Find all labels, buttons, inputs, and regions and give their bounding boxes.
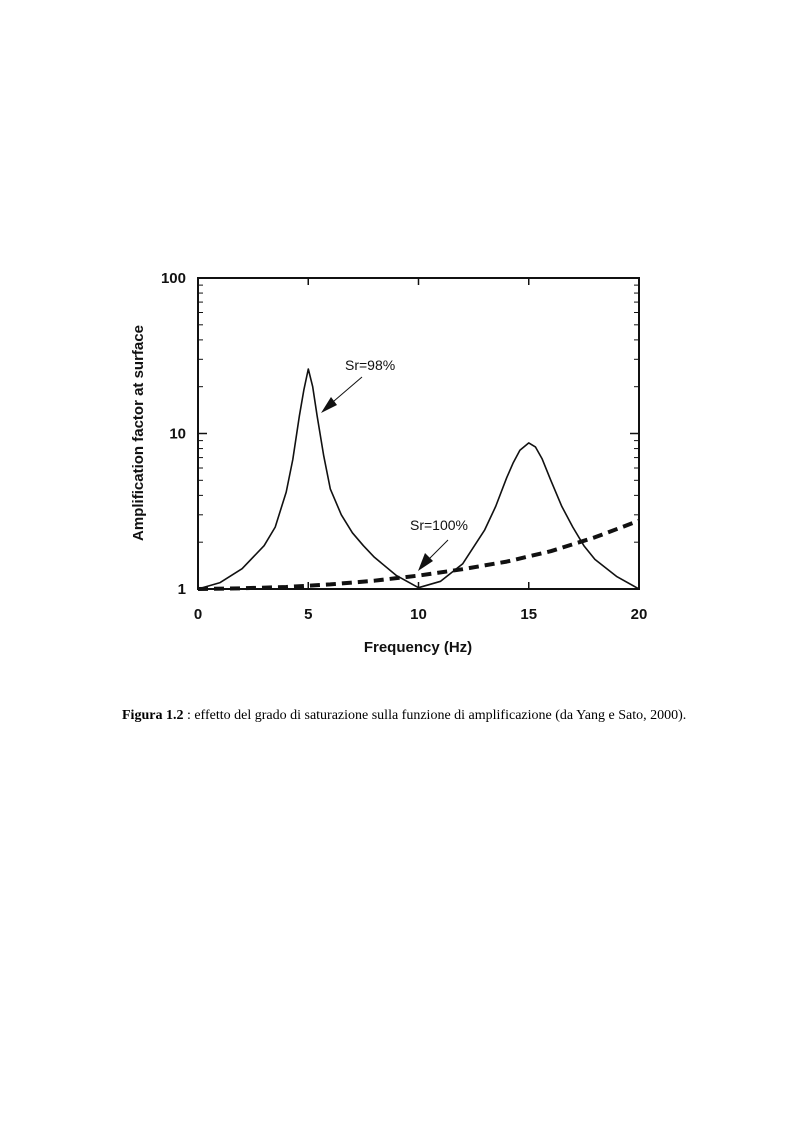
annotation-sr98: Sr=98% [345, 357, 395, 373]
series-line-sr98 [197, 368, 640, 590]
tick-labels: 0 5 10 15 20 1 10 100 [161, 270, 647, 623]
x-tick-label: 5 [304, 606, 312, 623]
annotation-sr100-arrow [418, 539, 449, 571]
x-tick-label: 0 [194, 606, 202, 623]
series-layer [197, 368, 640, 591]
amplification-chart: 0 5 10 15 20 1 10 100 Frequency (Hz) Amplificat… [130, 270, 647, 656]
y-tick-label: 10 [169, 426, 186, 443]
caption-label: Figura 1.2 [122, 708, 184, 723]
x-tick-label: 20 [631, 606, 648, 623]
y-minor-ticks [198, 284, 639, 543]
x-axis-label: Frequency (Hz) [364, 639, 472, 656]
annotation-sr98-arrow [321, 376, 363, 413]
figure-caption: Figura 1.2 : effetto del grado di satura… [122, 706, 702, 725]
x-tick-label: 10 [410, 606, 427, 623]
y-tick-label: 1 [178, 581, 186, 598]
annotation-sr100: Sr=100% [410, 517, 468, 533]
plot-frame [197, 277, 640, 590]
y-axis-label: Amplification factor at surface [130, 325, 147, 541]
series-line-sr100 [197, 518, 640, 591]
axis-ticks [197, 277, 640, 590]
y-tick-label: 100 [161, 270, 186, 287]
x-tick-label: 15 [520, 606, 537, 623]
caption-text: : effetto del grado di saturazione sulla… [183, 708, 687, 723]
